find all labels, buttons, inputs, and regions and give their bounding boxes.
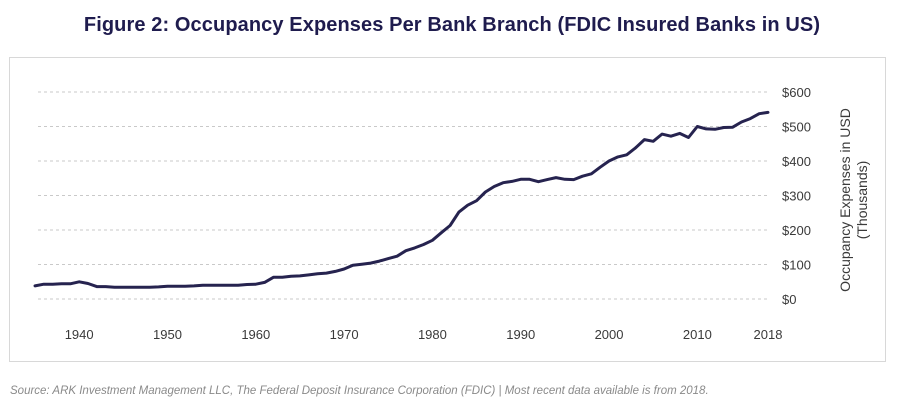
x-tick-label: 1940 [65,327,94,342]
x-axis-ticks: 1940 1950 1960 1970 1980 1990 2000 2010 2018 [65,327,783,342]
x-tick-label: 2018 [754,327,783,342]
y-axis-label: Occupancy Expenses in USD [837,108,853,292]
x-tick-label: 1980 [418,327,447,342]
grid-lines [38,91,768,300]
y-tick-label: $500 [782,120,811,135]
y-tick-label: $300 [782,189,811,204]
y-tick-label: $100 [782,258,811,273]
y-tick-label: $200 [782,223,811,238]
y-axis-label: (Thousands) [854,161,870,240]
x-tick-label: 1960 [241,327,270,342]
y-axis-ticks: $0 $100 $200 $300 $400 $500 $600 [782,85,811,307]
chart-title: Figure 2: Occupancy Expenses Per Bank Br… [83,14,821,36]
chart-frame [9,57,886,362]
x-tick-label: 2010 [683,327,712,342]
x-tick-label: 1950 [153,327,182,342]
y-axis-title: Occupancy Expenses in USD (Thousands) [837,108,870,292]
x-tick-label: 1990 [506,327,535,342]
y-tick-label: $400 [782,154,811,169]
x-tick-label: 1970 [330,327,359,342]
y-tick-label: $0 [782,292,796,307]
series-layer [33,110,770,289]
series-line [33,110,770,289]
x-tick-label: 2000 [595,327,624,342]
y-tick-label: $600 [782,85,811,100]
source-note: Source: ARK Investment Management LLC, T… [10,385,709,397]
line-chart: 1940 1950 1960 1970 1980 1990 2000 2010 2018 $0$… [33,85,870,342]
